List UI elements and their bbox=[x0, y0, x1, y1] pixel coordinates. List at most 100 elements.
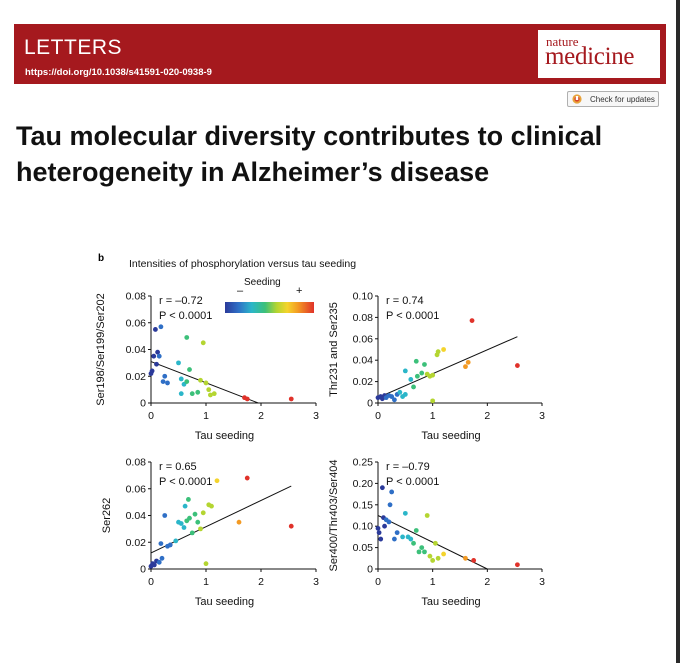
data-point bbox=[173, 538, 179, 544]
data-point bbox=[515, 363, 520, 368]
data-point bbox=[382, 523, 387, 529]
legend-title: Seeding bbox=[244, 277, 281, 288]
logo-text-main: medicine bbox=[545, 43, 635, 70]
data-point bbox=[416, 549, 422, 555]
data-point bbox=[408, 377, 414, 382]
data-point bbox=[463, 555, 468, 561]
y-tick-label: 0.06 bbox=[126, 483, 147, 495]
x-tick-label: 1 bbox=[430, 576, 436, 588]
data-point bbox=[209, 503, 214, 509]
x-tick-label: 3 bbox=[313, 410, 319, 422]
y-tick-label: 0.05 bbox=[353, 542, 374, 554]
data-point bbox=[397, 389, 403, 395]
journal-logo[interactable]: nature medicine bbox=[538, 30, 660, 78]
data-point bbox=[288, 523, 294, 529]
data-point bbox=[167, 542, 173, 548]
x-axis-label: Tau seeding bbox=[195, 430, 254, 442]
data-point bbox=[408, 536, 414, 542]
data-point bbox=[430, 398, 436, 404]
x-tick-label: 2 bbox=[258, 410, 264, 422]
scatter-panel-2: 0 0.02 0.04 0.06 0.08 0.10 0 1 2 3 Tau seeding Thr2… bbox=[328, 291, 545, 443]
data-point bbox=[414, 373, 420, 379]
stat-p-label: P < 0.0001 bbox=[386, 476, 439, 488]
data-point bbox=[402, 392, 408, 397]
data-point bbox=[184, 335, 190, 340]
article-title-line-1: Tau molecular diversity contributes to c… bbox=[16, 121, 603, 151]
data-point bbox=[195, 519, 201, 525]
data-point bbox=[200, 340, 206, 346]
data-point bbox=[400, 534, 405, 540]
data-point bbox=[375, 525, 381, 531]
y-tick-label: 0.04 bbox=[353, 355, 374, 367]
doi-link[interactable]: https://doi.org/10.1038/s41591-020-0938-… bbox=[25, 67, 212, 78]
y-tick-label: 0.04 bbox=[126, 510, 147, 522]
data-point bbox=[394, 530, 400, 536]
data-point bbox=[153, 327, 158, 332]
data-point bbox=[435, 555, 441, 561]
data-point bbox=[200, 510, 206, 516]
data-point bbox=[386, 519, 392, 525]
data-point bbox=[515, 562, 520, 568]
x-tick-label: 3 bbox=[539, 410, 545, 422]
y-tick-label: 0.20 bbox=[353, 478, 374, 490]
y-tick-label: 0 bbox=[140, 564, 146, 576]
y-axis-label: Ser400/Thr403/Ser404 bbox=[328, 460, 340, 572]
data-point bbox=[402, 368, 408, 374]
data-point bbox=[187, 367, 192, 372]
data-point bbox=[162, 513, 168, 518]
data-point bbox=[378, 536, 384, 542]
data-point bbox=[441, 347, 446, 352]
data-point bbox=[427, 553, 433, 559]
data-point bbox=[441, 551, 446, 557]
data-point bbox=[392, 536, 397, 542]
regression-line bbox=[377, 336, 518, 399]
data-point bbox=[198, 526, 203, 532]
x-axis-label: Tau seeding bbox=[195, 596, 254, 608]
check-for-updates-button[interactable]: Check for updates bbox=[567, 91, 659, 107]
x-tick-label: 2 bbox=[258, 576, 264, 588]
stat-r-label: r = –0.79 bbox=[386, 461, 430, 473]
data-point bbox=[236, 519, 242, 525]
data-point bbox=[413, 358, 419, 364]
x-tick-label: 1 bbox=[203, 576, 209, 588]
data-point bbox=[160, 379, 166, 384]
y-axis-label: Thr231 and Ser235 bbox=[328, 302, 340, 397]
y-tick-label: 0 bbox=[140, 398, 146, 410]
data-point bbox=[189, 391, 195, 397]
data-point bbox=[433, 540, 438, 546]
y-tick-label: 0.08 bbox=[353, 312, 374, 324]
legend-plus-label: + bbox=[296, 285, 303, 297]
data-point bbox=[419, 370, 425, 376]
data-point bbox=[187, 515, 192, 521]
data-point bbox=[203, 561, 209, 567]
x-tick-label: 1 bbox=[430, 410, 436, 422]
data-point bbox=[465, 359, 471, 365]
y-tick-label: 0.08 bbox=[126, 457, 147, 469]
seeding-colorbar bbox=[225, 302, 314, 313]
x-tick-label: 3 bbox=[313, 576, 319, 588]
data-point bbox=[402, 510, 408, 516]
x-tick-label: 0 bbox=[148, 410, 154, 422]
data-point bbox=[430, 558, 436, 563]
data-point bbox=[151, 562, 157, 568]
stat-r-label: r = 0.74 bbox=[386, 295, 424, 307]
y-tick-label: 0 bbox=[367, 398, 373, 410]
y-tick-label: 0.02 bbox=[126, 537, 147, 549]
x-axis-label: Tau seeding bbox=[421, 596, 480, 608]
data-point bbox=[156, 559, 162, 565]
y-tick-label: 0.10 bbox=[353, 521, 374, 533]
data-point bbox=[158, 324, 164, 330]
data-point bbox=[379, 485, 385, 491]
x-tick-label: 0 bbox=[375, 576, 381, 588]
data-point bbox=[165, 380, 170, 386]
data-point bbox=[178, 376, 184, 382]
figure-panel-label: b bbox=[98, 253, 105, 264]
data-point bbox=[389, 394, 395, 399]
data-point bbox=[244, 396, 250, 402]
data-point bbox=[288, 396, 294, 402]
stat-p-label: P < 0.0001 bbox=[386, 310, 439, 322]
data-point bbox=[176, 360, 181, 366]
data-point bbox=[181, 525, 187, 530]
